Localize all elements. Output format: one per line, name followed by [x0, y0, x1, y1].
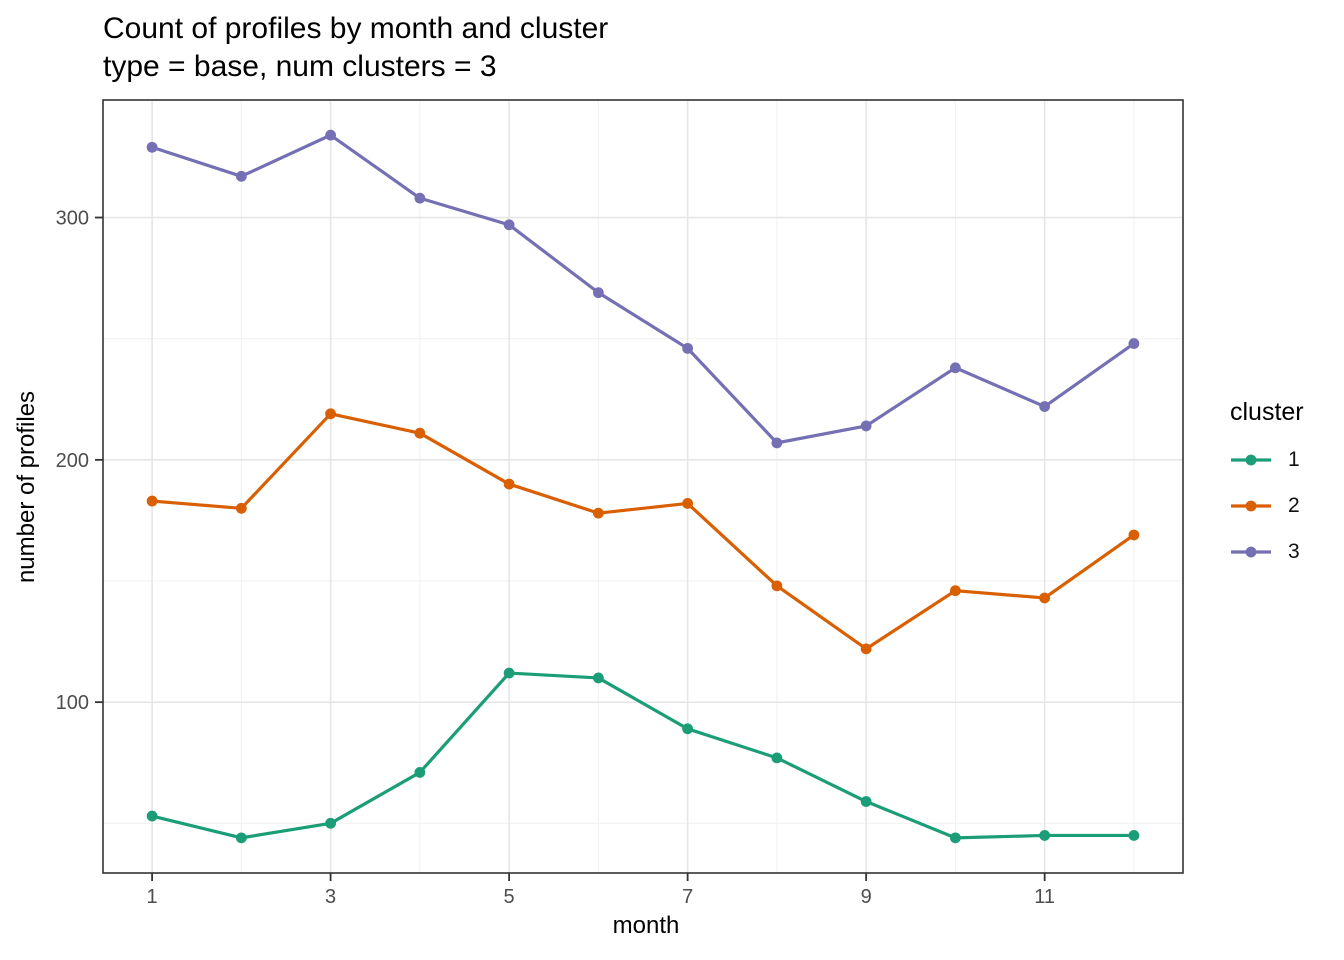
- data-point-cluster-2: [771, 580, 783, 592]
- data-point-cluster-2: [1039, 592, 1051, 604]
- x-tick-label: 1: [147, 886, 158, 908]
- y-axis-title: number of profiles: [13, 390, 40, 584]
- x-tick-label: 11: [1034, 886, 1055, 908]
- data-point-cluster-2: [592, 507, 604, 519]
- data-point-cluster-3: [1039, 401, 1051, 412]
- data-point-cluster-2: [414, 427, 426, 439]
- x-tick-label: 7: [682, 886, 693, 908]
- data-point-cluster-2: [146, 495, 158, 507]
- chart-subtitle: type = base, num clusters = 3: [103, 50, 497, 83]
- legend-item-label: 1: [1288, 448, 1300, 471]
- data-point-cluster-3: [414, 192, 426, 204]
- legend-item-label: 2: [1288, 494, 1300, 517]
- data-point-cluster-1: [771, 752, 783, 764]
- y-tick-label: 200: [56, 450, 89, 472]
- data-point-cluster-2: [503, 478, 515, 490]
- series-line-cluster-2: [151, 412, 1135, 651]
- data-point-cluster-3: [949, 362, 961, 374]
- legend-key-icon: [1231, 454, 1271, 466]
- data-point-cluster-1: [235, 832, 247, 844]
- data-point-cluster-2: [1128, 529, 1140, 541]
- data-point-cluster-3: [592, 287, 604, 299]
- series-line-cluster-3: [151, 133, 1135, 445]
- data-point-cluster-1: [1128, 830, 1140, 841]
- data-point-cluster-2: [325, 408, 337, 420]
- legend-item-cluster-3: 3: [1230, 537, 1304, 567]
- chart-title: Count of profiles by month and cluster: [103, 12, 609, 45]
- data-point-cluster-3: [503, 219, 515, 231]
- y-tick-label: 300: [56, 208, 89, 230]
- data-point-cluster-1: [592, 672, 604, 684]
- data-point-cluster-1: [1039, 830, 1051, 841]
- legend-item-label: 3: [1288, 540, 1300, 563]
- legend-item-cluster-2: 2: [1230, 491, 1304, 521]
- title-block: Count of profiles by month and cluster t…: [103, 10, 608, 86]
- data-point-cluster-1: [146, 810, 158, 822]
- series-line-cluster-1: [151, 671, 1134, 840]
- data-point-cluster-1: [325, 817, 337, 829]
- legend-key-icon: [1231, 546, 1271, 558]
- data-point-cluster-1: [949, 832, 961, 844]
- data-point-cluster-1: [682, 723, 694, 735]
- data-point-cluster-3: [682, 342, 694, 354]
- data-point-cluster-3: [860, 420, 872, 432]
- legend-item-cluster-1: 1: [1230, 445, 1304, 475]
- data-point-cluster-2: [235, 502, 247, 514]
- x-tick-label: 5: [504, 886, 515, 908]
- y-tick-label: 100: [56, 692, 89, 714]
- data-point-cluster-1: [414, 767, 426, 778]
- legend-title: cluster: [1230, 398, 1304, 426]
- data-point-cluster-3: [1128, 338, 1140, 349]
- data-point-cluster-2: [860, 643, 872, 655]
- data-point-cluster-3: [146, 141, 158, 153]
- panel-border: [102, 99, 1184, 874]
- x-axis-title: month: [612, 912, 680, 939]
- legend: cluster 1 2 3: [1230, 398, 1304, 567]
- data-point-cluster-3: [771, 437, 783, 449]
- data-point-cluster-3: [325, 129, 337, 141]
- data-point-cluster-2: [682, 498, 694, 509]
- data-point-cluster-2: [949, 585, 961, 597]
- data-point-cluster-3: [235, 170, 247, 182]
- data-point-cluster-1: [503, 667, 515, 679]
- legend-items: 1 2 3: [1230, 445, 1304, 567]
- x-tick-label: 9: [861, 886, 872, 908]
- legend-key-icon: [1231, 500, 1271, 512]
- x-tick-label: 3: [325, 886, 336, 908]
- data-point-cluster-1: [860, 796, 872, 807]
